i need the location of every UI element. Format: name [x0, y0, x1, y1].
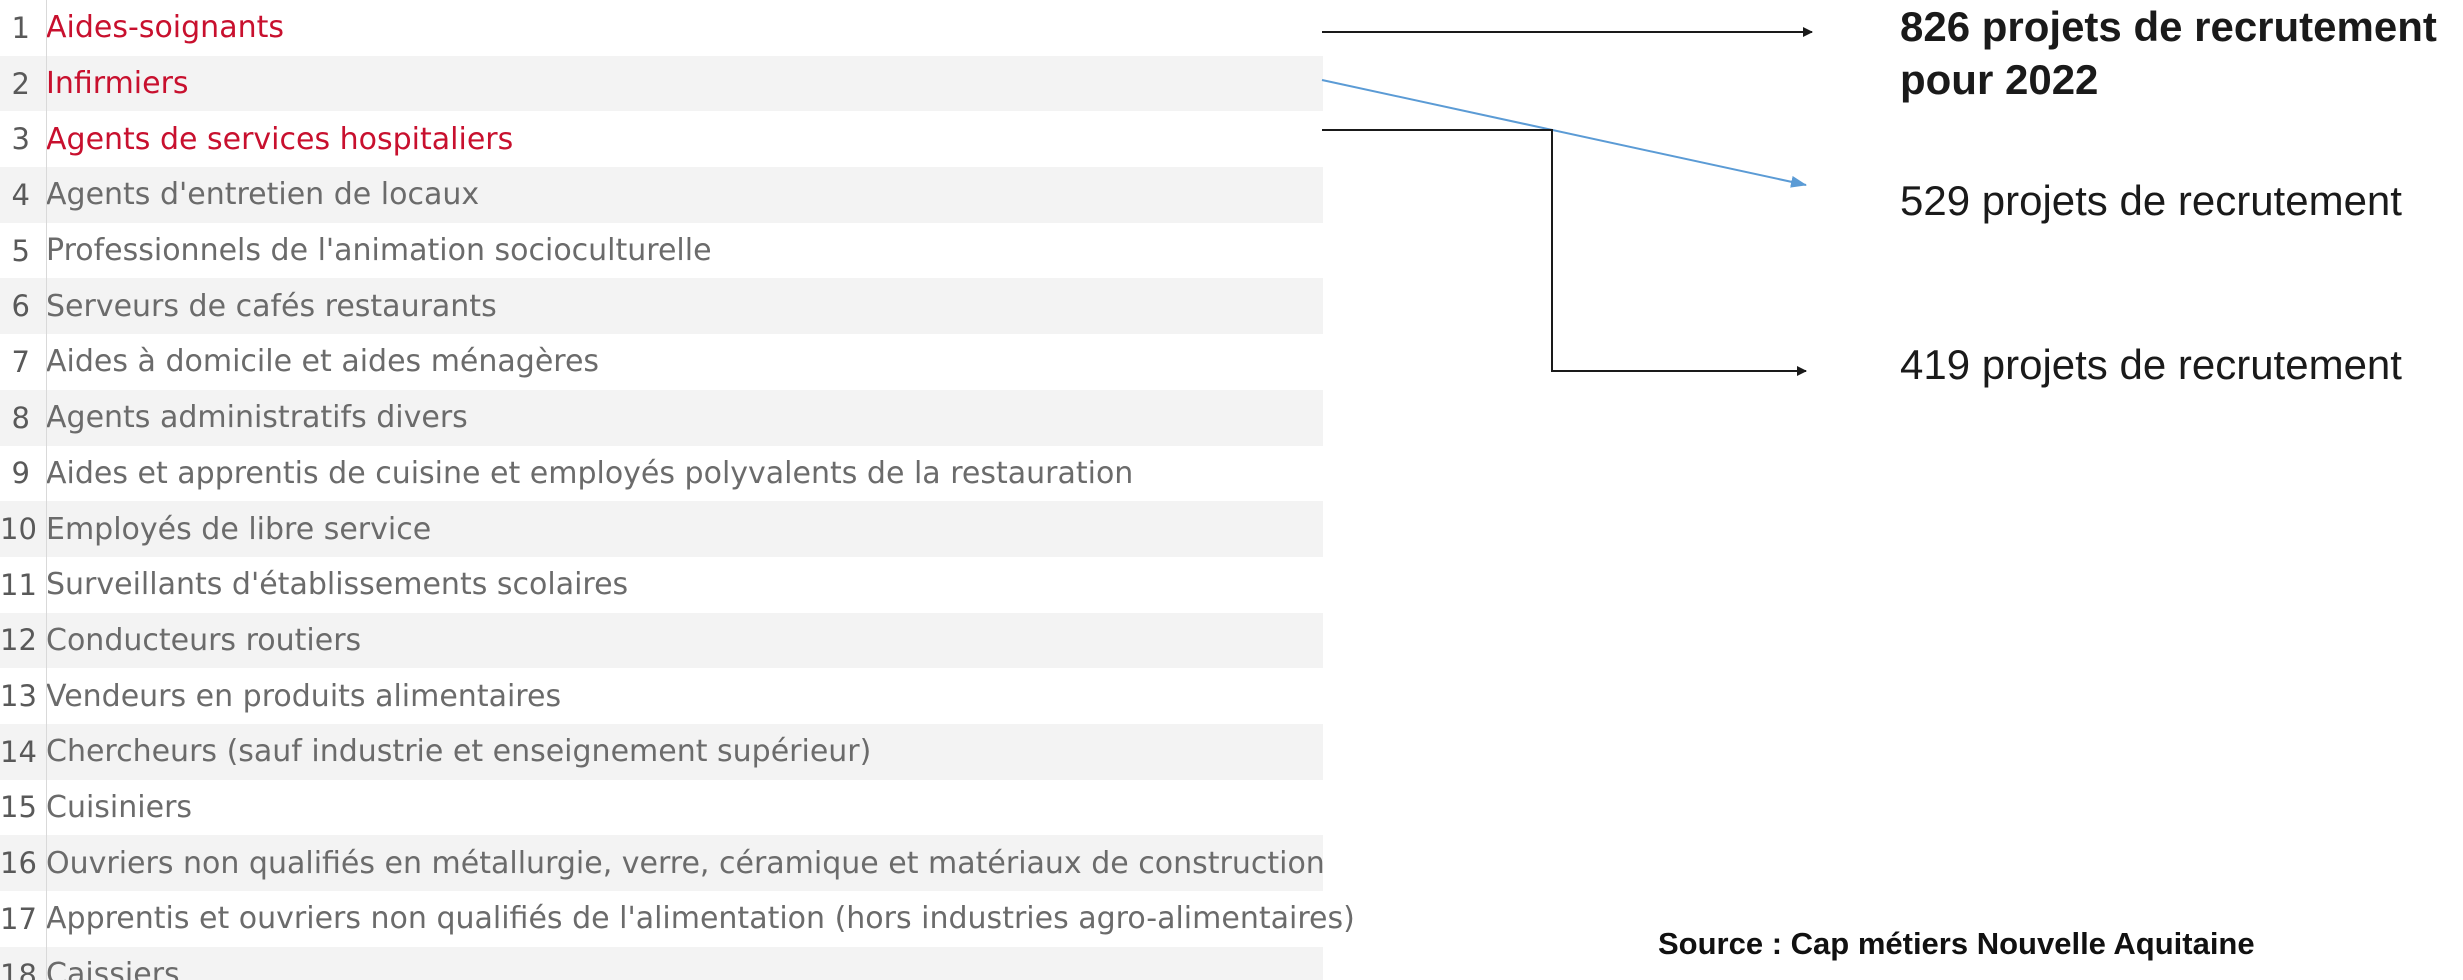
job-label: Aides-soignants — [46, 10, 284, 46]
rank-number: 14 — [0, 734, 37, 769]
rank-number: 13 — [0, 679, 37, 714]
divider — [46, 445, 47, 502]
job-label: Chercheurs (sauf industrie et enseigneme… — [46, 734, 872, 770]
divider — [46, 222, 47, 279]
list-item: 11 Surveillants d'établissements scolaire… — [0, 556, 1323, 613]
divider — [46, 891, 47, 947]
job-label: Agents d'entretien de locaux — [46, 177, 480, 213]
rank-number: 16 — [0, 846, 37, 881]
rank-number: 6 — [11, 289, 30, 324]
arrow-line-2 — [1321, 79, 1807, 188]
callout-second: 529 projets de recrutement — [1900, 177, 2402, 224]
job-label: Surveillants d'établissements scolaires — [46, 567, 629, 603]
job-label: Ouvriers non qualifiés en métallurgie, v… — [46, 845, 1325, 881]
list-item: 15 Cuisiniers — [0, 779, 1323, 836]
job-label: Agents administratifs divers — [46, 400, 468, 436]
list-item: 1 Aides-soignants — [0, 0, 1323, 56]
callout-third: 419 projets de recrutement — [1900, 341, 2402, 388]
divider — [46, 501, 47, 557]
list-item: 9 Aides et apprentis de cuisine et employ… — [0, 445, 1323, 502]
rank-number: 2 — [11, 66, 30, 101]
list-item: 4 Agents d'entretien de locaux — [0, 167, 1323, 223]
job-label: Infirmiers — [46, 66, 189, 102]
divider — [46, 0, 47, 56]
list-item: 8 Agents administratifs divers — [0, 389, 1323, 446]
list-item: 14 Chercheurs (sauf industrie et enseigne… — [0, 723, 1323, 780]
divider — [46, 55, 47, 112]
list-item: 2 Infirmiers — [0, 55, 1323, 112]
divider — [46, 556, 47, 613]
rank-number: 10 — [0, 512, 37, 547]
divider — [46, 389, 47, 446]
rank-number: 1 — [11, 10, 30, 45]
divider — [46, 612, 47, 669]
job-label: Aides à domicile et aides ménagères — [46, 344, 600, 380]
job-label: Vendeurs en produits alimentaires — [46, 678, 562, 714]
rank-number: 12 — [0, 623, 37, 658]
rank-number: 7 — [11, 344, 30, 379]
rank-number: 3 — [11, 122, 30, 157]
job-ranking-list: 1 Aides-soignants 2 Infirmiers 3 Agents de … — [0, 0, 1355, 980]
list-item: 6 Serveurs de cafés restaurants — [0, 278, 1323, 335]
rank-number: 15 — [0, 790, 37, 825]
arrow-line-3 — [1322, 129, 1807, 376]
callout-first-line2: pour 2022 — [1900, 56, 2099, 103]
rank-number: 5 — [11, 233, 30, 268]
divider — [46, 111, 47, 168]
divider — [46, 835, 47, 891]
divider — [46, 779, 47, 836]
rank-number: 17 — [0, 901, 37, 936]
list-item: 7 Aides à domicile et aides ménagères — [0, 334, 1323, 390]
list-item: 17 Apprentis et ouvriers non qualifiés de… — [0, 891, 1355, 947]
divider — [46, 668, 47, 724]
callout-first: 826 projets de recrutement pour 2022 — [1900, 0, 2437, 106]
divider — [46, 334, 47, 390]
job-label: Employés de libre service — [46, 511, 432, 547]
job-label: Caissiers — [46, 957, 180, 980]
rank-number: 4 — [11, 177, 30, 212]
job-label: Agents de services hospitaliers — [46, 121, 514, 157]
list-item: 16 Ouvriers non qualifiés en métallurgie,… — [0, 835, 1325, 891]
job-label: Apprentis et ouvriers non qualifiés de l… — [46, 901, 1355, 937]
divider — [46, 723, 47, 780]
divider — [46, 278, 47, 335]
list-item: 12 Conducteurs routiers — [0, 612, 1323, 669]
source-note: Source : Cap métiers Nouvelle Aquitaine — [1658, 926, 2255, 961]
job-label: Professionnels de l'animation sociocultu… — [46, 233, 712, 269]
rank-number: 8 — [11, 400, 30, 435]
divider — [46, 946, 47, 980]
rank-number: 9 — [11, 456, 30, 491]
rank-number: 11 — [0, 567, 37, 602]
list-item: 18 Caissiers — [0, 946, 1323, 980]
list-item: 5 Professionnels de l'animation sociocult… — [0, 222, 1323, 279]
job-label: Conducteurs routiers — [46, 622, 362, 658]
list-item: 13 Vendeurs en produits alimentaires — [0, 668, 1323, 724]
job-label: Serveurs de cafés restaurants — [46, 288, 497, 324]
list-item: 10 Employés de libre service — [0, 501, 1323, 557]
job-label: Aides et apprentis de cuisine et employé… — [46, 455, 1134, 491]
divider — [46, 167, 47, 223]
rank-number: 18 — [0, 957, 37, 980]
job-label: Cuisiniers — [46, 789, 193, 825]
list-item: 3 Agents de services hospitaliers — [0, 111, 1323, 168]
callout-first-line1: 826 projets de recrutement — [1900, 3, 2437, 50]
